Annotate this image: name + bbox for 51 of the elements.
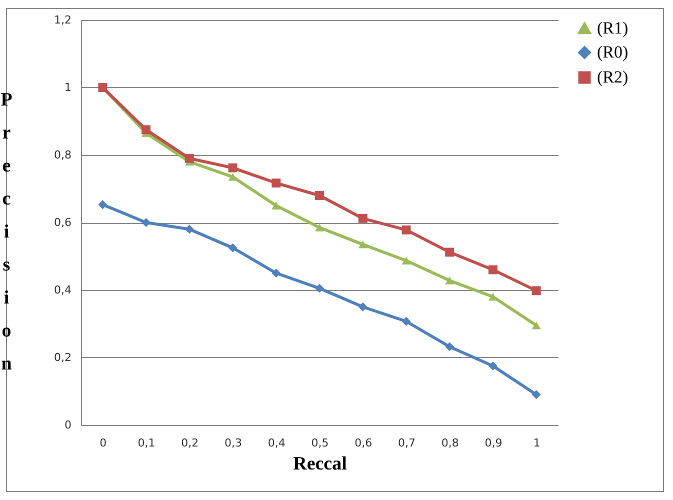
point <box>445 276 454 284</box>
y-tick-label: 1,2 <box>54 14 72 26</box>
point <box>402 256 411 265</box>
x-tick-label: 0 <box>100 436 107 450</box>
text: Precision <box>0 90 12 374</box>
point <box>445 248 454 257</box>
point <box>315 191 324 200</box>
point <box>98 200 108 210</box>
point <box>142 125 151 134</box>
x-tick-label: 0,6 <box>354 436 372 450</box>
legend-label: (R0) <box>597 42 628 62</box>
y-tick-label: 0,8 <box>54 148 72 162</box>
point <box>402 316 411 326</box>
point <box>142 218 151 227</box>
point <box>402 225 411 234</box>
point <box>488 265 498 274</box>
legend-label: (R2) <box>597 68 628 86</box>
point <box>228 243 238 252</box>
point <box>532 286 541 296</box>
x-tick-label: 1 <box>533 436 540 450</box>
point <box>315 224 324 232</box>
point <box>358 214 368 223</box>
point <box>272 268 281 278</box>
point <box>532 390 541 400</box>
point <box>184 224 194 234</box>
point <box>228 163 238 172</box>
x-tick-label: 0,2 <box>181 436 199 450</box>
x-tick-label: 0,4 <box>268 436 286 450</box>
x-tick-label: 0,3 <box>224 436 242 450</box>
y-tick-label: 0 <box>64 418 72 432</box>
point <box>488 292 498 301</box>
x-tick-label: 0,7 <box>398 436 416 450</box>
x-tick-label: 0,8 <box>441 436 459 450</box>
point <box>532 322 541 330</box>
legend-label: (R1) <box>597 18 628 38</box>
y-tick-label: 0,4 <box>54 284 72 296</box>
point <box>184 154 194 163</box>
point <box>488 361 498 370</box>
point <box>358 302 368 312</box>
point <box>445 342 454 352</box>
point <box>272 202 281 210</box>
x-tick-label: 0,1 <box>138 436 156 450</box>
y-tick-label: 1 <box>64 81 72 94</box>
x-tick-label: 0,9 <box>484 436 502 450</box>
point <box>358 240 368 248</box>
point <box>272 178 281 188</box>
y-tick-label: 0,6 <box>54 216 72 229</box>
point <box>315 284 324 293</box>
x-axis-title: Reccal <box>293 454 347 474</box>
y-tick-label: 0,2 <box>54 351 72 364</box>
x-tick-label: 0,5 <box>311 436 329 450</box>
